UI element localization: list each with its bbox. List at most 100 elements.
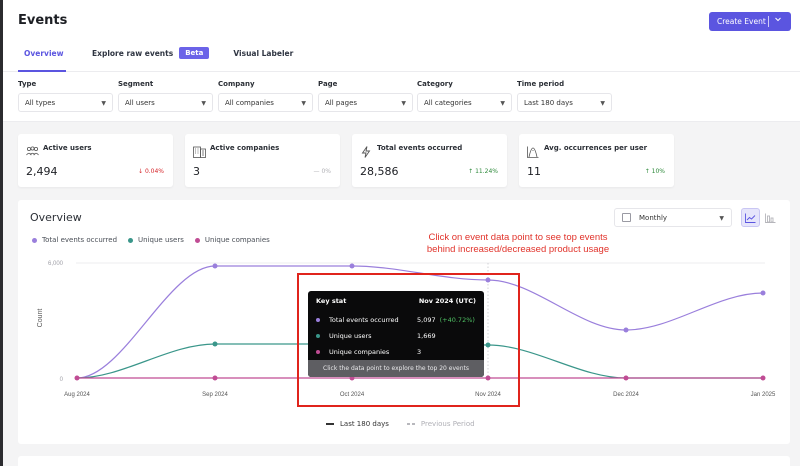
filter-label: Type xyxy=(18,80,37,88)
tab-bar: Overview Explore raw events Beta Visual … xyxy=(18,42,313,72)
data-point[interactable] xyxy=(623,327,629,333)
filter-bar: Type All types ▼ Segment All users ▼ Compa… xyxy=(0,72,800,122)
data-point[interactable] xyxy=(212,341,218,347)
card-total-events: Total events occurred 28,586 ↑ 11.24% xyxy=(352,134,507,187)
caret-down-icon: ▼ xyxy=(401,100,406,107)
x-tick-label: Oct 2024 xyxy=(340,392,365,398)
dashed-line-icon xyxy=(406,423,415,425)
beta-badge: Beta xyxy=(179,47,210,59)
type-select[interactable]: All types ▼ xyxy=(18,93,113,112)
filter-category: Category All categories ▼ xyxy=(417,80,512,112)
x-axis-labels: Aug 2024 Sep 2024 Oct 2024 Nov 2024 Dec … xyxy=(64,392,776,398)
users-icon xyxy=(26,143,39,156)
page-header: Events Create Event Overview Explore raw… xyxy=(0,0,800,72)
x-tick-label: Sep 2024 xyxy=(202,392,228,398)
tab-explore-raw-events[interactable]: Explore raw events Beta xyxy=(92,42,210,72)
overview-panel: Overview Total events occurred Unique us… xyxy=(18,200,790,444)
dot-icon xyxy=(316,334,320,338)
chart-legend: Total events occurred Unique users Uniqu… xyxy=(32,236,281,244)
chevron-down-icon[interactable] xyxy=(774,15,782,25)
caret-down-icon: ▼ xyxy=(719,215,724,222)
tooltip-row-unique-companies: Unique companies 3 xyxy=(316,348,476,356)
line-chart-icon xyxy=(745,213,756,223)
card-value: 11 xyxy=(527,165,541,178)
data-point[interactable] xyxy=(623,375,629,381)
company-select[interactable]: All companies ▼ xyxy=(218,93,313,112)
x-tick-label: Nov 2024 xyxy=(475,392,501,398)
filter-label: Category xyxy=(417,80,453,88)
data-point[interactable] xyxy=(349,263,355,269)
trend-badge: ↑ 10% xyxy=(644,168,665,175)
window-edge xyxy=(0,0,3,466)
page-select[interactable]: All pages ▼ xyxy=(318,93,413,112)
card-avg-occurrences: Avg. occurrences per user 11 ↑ 10% xyxy=(519,134,674,187)
next-panel xyxy=(18,456,790,466)
legend-previous-period[interactable]: Previous Period xyxy=(406,420,475,428)
card-title: Active companies xyxy=(210,144,280,152)
highlight-box xyxy=(297,273,520,407)
tab-visual-labeler[interactable]: Visual Labeler xyxy=(233,49,294,58)
data-point[interactable] xyxy=(212,263,218,269)
filter-time-period: Time period Last 180 days ▼ xyxy=(517,80,612,112)
card-active-companies: Active companies 3 — 0% xyxy=(185,134,340,187)
filter-page: Page All pages ▼ xyxy=(318,80,413,112)
data-point[interactable] xyxy=(485,277,491,283)
trend-badge: ↑ 11.24% xyxy=(468,168,498,175)
card-active-users: Active users 2,494 ↓ 0.04% xyxy=(18,134,173,187)
lightning-icon xyxy=(360,143,372,158)
arrow-up-icon: ↑ xyxy=(468,168,474,175)
card-value: 3 xyxy=(193,165,200,178)
legend-unique-companies[interactable]: Unique companies xyxy=(194,236,270,244)
calendar-icon xyxy=(622,213,631,222)
tooltip-footer: Click the data point to explore the top … xyxy=(308,360,484,377)
dot-icon xyxy=(194,237,200,243)
dot-icon xyxy=(128,237,134,243)
caret-down-icon: ▼ xyxy=(301,100,306,107)
time-period-select[interactable]: Last 180 days ▼ xyxy=(517,93,612,112)
data-point[interactable] xyxy=(74,375,80,381)
category-select[interactable]: All categories ▼ xyxy=(417,93,512,112)
data-point[interactable] xyxy=(212,375,218,381)
create-event-button[interactable]: Create Event xyxy=(709,12,791,31)
tooltip-row-unique-users: Unique users 1,669 xyxy=(316,332,476,340)
x-tick-label: Dec 2024 xyxy=(613,392,639,398)
filter-label: Page xyxy=(318,80,338,88)
tab-overview[interactable]: Overview xyxy=(18,42,66,72)
card-value: 2,494 xyxy=(26,165,58,178)
page-title: Events xyxy=(18,13,68,28)
legend-unique-users[interactable]: Unique users xyxy=(128,236,184,244)
data-point[interactable] xyxy=(485,375,491,381)
bar-chart-icon xyxy=(765,213,776,223)
filter-label: Segment xyxy=(118,80,154,88)
filter-segment: Segment All users ▼ xyxy=(118,80,213,112)
total-events-points xyxy=(212,263,766,333)
period-legend: Last 180 days Previous Period xyxy=(326,420,493,428)
button-divider xyxy=(768,16,769,27)
legend-last-180-days[interactable]: Last 180 days xyxy=(326,420,389,428)
filter-company: Company All companies ▼ xyxy=(218,80,313,112)
caret-down-icon: ▼ xyxy=(101,100,106,107)
overview-title: Overview xyxy=(30,211,82,224)
data-point[interactable] xyxy=(485,342,491,348)
caret-down-icon: ▼ xyxy=(600,100,605,107)
segment-select[interactable]: All users ▼ xyxy=(118,93,213,112)
legend-total-events[interactable]: Total events occurred xyxy=(32,236,117,244)
dash-icon: — xyxy=(313,168,320,175)
filter-type: Type All types ▼ xyxy=(18,80,113,112)
unique-users-points xyxy=(212,341,491,348)
granularity-select[interactable]: Monthly ▼ xyxy=(614,208,732,227)
card-title: Active users xyxy=(43,144,92,152)
trend-badge: — 0% xyxy=(313,168,331,175)
data-point[interactable] xyxy=(760,375,766,381)
card-value: 28,586 xyxy=(360,165,399,178)
card-title: Total events occurred xyxy=(377,144,463,152)
create-event-label: Create Event xyxy=(717,17,766,26)
bar-chart-view-button[interactable] xyxy=(761,208,780,227)
x-tick-label: Jan 2025 xyxy=(751,392,776,398)
dot-icon xyxy=(32,237,37,243)
dot-icon xyxy=(316,350,320,354)
x-tick-label: Aug 2024 xyxy=(64,392,90,398)
data-point[interactable] xyxy=(760,290,766,296)
filter-label: Company xyxy=(218,80,255,88)
line-chart-view-button[interactable] xyxy=(741,208,760,227)
